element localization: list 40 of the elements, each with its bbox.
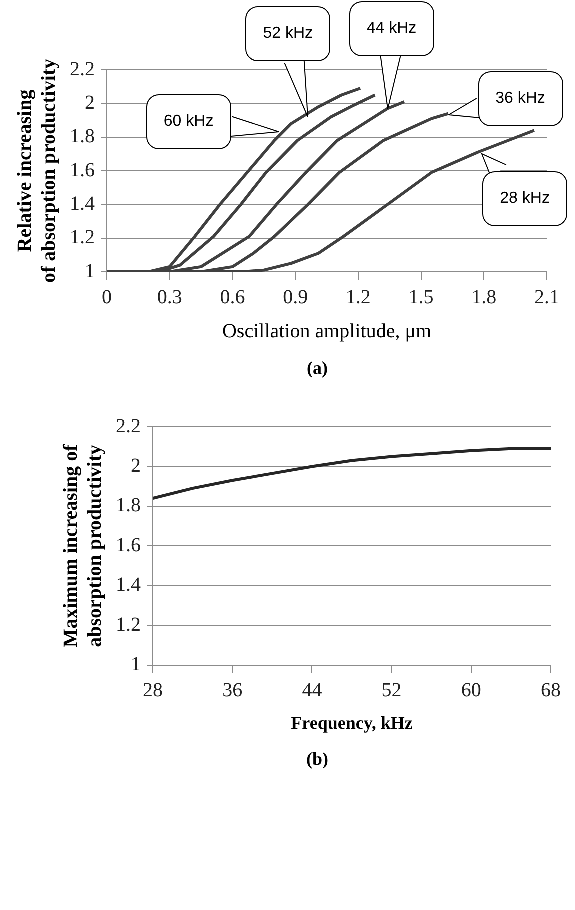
annotation: 28 kHz	[483, 172, 568, 226]
x-tick-label: 0.3	[157, 286, 182, 308]
x-tick-label: 0.9	[283, 286, 308, 308]
x-tick-label: 1.5	[408, 286, 434, 308]
y-axis-title: Maximum increasing of absorption productivity	[60, 444, 106, 648]
annotation: 60 kHz	[146, 95, 231, 150]
annotation: 52 kHz	[246, 7, 330, 62]
x-tick-label: 52	[382, 680, 402, 702]
x-tick-label: 44	[302, 680, 322, 702]
text: (a)	[306, 358, 329, 379]
x-tick-label: 0	[102, 286, 112, 308]
x-tick-label: 2.1	[534, 286, 560, 308]
y-tick-label: 2	[131, 454, 141, 477]
y-tick-label: 1.6	[70, 159, 95, 182]
x-tick-label: 36	[222, 680, 243, 702]
x-tick-label: 1.8	[472, 286, 497, 308]
annotation: 36 kHz	[478, 72, 563, 126]
x-axis-title: Frequency, kHz	[291, 712, 413, 733]
y-tick-label: 1	[131, 654, 141, 676]
x-tick-label: 1.2	[346, 286, 371, 308]
speech-bubble: 52 kHz	[245, 6, 332, 118]
y-tick-label: 1.4	[70, 192, 95, 215]
y-tick-label: 1.6	[116, 534, 141, 556]
x-tick-label: 28	[143, 680, 163, 702]
text: (b)	[306, 749, 330, 770]
y-tick-label: 1.4	[116, 574, 141, 596]
x-axis-title: Oscillation amplitude, μm	[222, 320, 432, 342]
annotation: 44 kHz	[350, 2, 434, 56]
y-tick-label: 2.2	[116, 415, 141, 438]
y-tick-label: 1.2	[116, 614, 141, 636]
y-tick-label: 1	[85, 260, 95, 282]
y-tick-label: 2.2	[70, 58, 95, 80]
x-tick-label: 0.6	[220, 286, 246, 308]
y-tick-label: 2	[85, 92, 95, 114]
x-tick-label: 60	[461, 680, 482, 702]
x-tick-label: 68	[541, 680, 561, 702]
y-tick-label: 1.8	[70, 126, 95, 148]
y-tick-label: 1.8	[116, 494, 141, 517]
y-tick-label: 1.2	[70, 226, 95, 249]
y-axis-title: Relative increasing of absorption productivity	[14, 58, 60, 284]
